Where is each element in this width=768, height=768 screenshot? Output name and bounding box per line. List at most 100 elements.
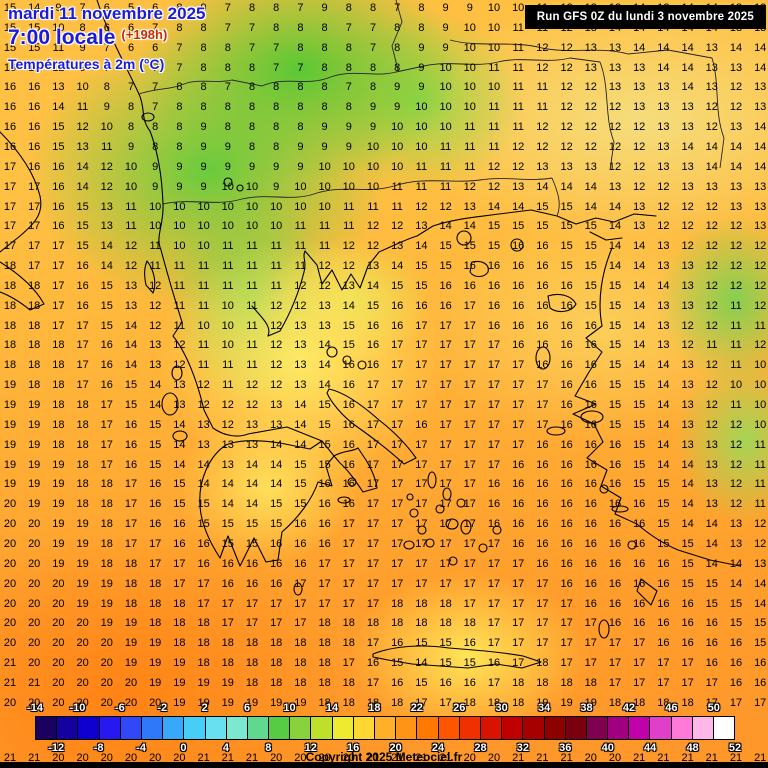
temp-value: 15 [100,279,113,292]
temp-value: 12 [100,180,113,193]
temp-value: 16 [3,140,17,153]
temp-value: 13 [366,260,380,273]
scale-cell [141,717,164,739]
temp-value: 13 [512,180,525,193]
temp-value: 18 [342,637,355,650]
temp-value: 15 [173,478,186,491]
scale-cell [502,717,524,739]
temp-value: 10 [197,200,210,213]
temp-value: 9 [369,101,377,114]
temp-value: 8 [273,140,280,153]
temp-value: 12 [729,478,743,491]
temp-value: 21 [28,676,41,689]
temp-value: 16 [221,557,234,570]
sporades-island [326,346,338,358]
temp-value: 12 [608,121,622,134]
temp-value: 11 [439,180,452,193]
temp-value: 14 [245,478,259,491]
temp-value: 12 [754,299,767,312]
temp-value: 14 [100,260,113,273]
temp-value: 18 [560,676,573,689]
temp-value: 17 [487,577,501,590]
temp-value: 15 [608,418,622,431]
temp-value: 12 [342,260,355,273]
temp-value: 14 [512,200,525,213]
temp-value: 16 [633,557,646,570]
temp-value: 9 [176,180,183,193]
temp-value: 18 [342,696,355,709]
temp-value: 14 [657,438,670,451]
temp-value: 11 [343,220,355,233]
temp-value: 16 [560,299,573,312]
temp-value: 14 [76,180,89,193]
temp-value: 14 [705,140,718,153]
temp-value: 16 [366,339,380,352]
temp-value: 14 [560,180,573,193]
temp-value: 11 [149,240,161,253]
temp-value: 15 [415,637,428,650]
scale-cell [608,717,630,739]
temp-value: 17 [342,577,355,590]
temp-value: 13 [729,61,743,74]
temp-value: 18 [3,260,17,273]
temp-value: 14 [439,220,452,233]
temp-value: 17 [633,637,646,650]
temp-value: 16 [76,260,89,273]
temp-value: 14 [657,359,670,372]
temp-value: 12 [657,180,670,193]
temp-value: 11 [101,140,113,153]
dardanelles-strait [589,231,623,241]
temp-value: 11 [730,319,742,332]
temp-value: 9 [321,140,328,153]
temp-value: 12 [512,140,525,153]
temp-value: 17 [173,557,186,570]
temp-value: 19 [560,696,573,709]
temp-value: 17 [463,518,476,531]
temp-value: 15 [124,399,138,411]
temp-value: 11 [197,279,210,292]
temp-value: 20 [28,617,41,630]
temp-value: 18 [3,319,17,332]
temp-value: 12 [76,121,89,134]
temp-value: 11 [391,200,403,213]
temp-value: 12 [754,339,767,352]
map-header: mardi 11 novembre 2025 7:00 locale (+198h… [8,4,206,72]
temp-value: 14 [633,359,646,372]
temp-value: 14 [681,518,694,531]
temp-value: 18 [52,438,65,451]
temp-value: 12 [270,299,283,312]
temp-value: 16 [415,299,428,312]
temp-value: 9 [442,41,449,54]
temp-value: 8 [297,101,304,114]
crete-island [372,645,542,669]
scale-cell [671,717,693,739]
temp-value: 17 [366,518,380,531]
temp-value: 9 [418,41,425,54]
temp-value: 9 [466,2,473,14]
temp-value: 18 [270,676,283,689]
temp-value: 16 [754,657,767,670]
temp-value: 15 [391,279,404,292]
temp-value: 11 [294,240,307,253]
temp-value: 7 [152,21,159,34]
temp-value: 11 [246,240,258,253]
temp-value: 14 [633,339,646,352]
temp-value: 19 [536,696,549,709]
temp-value: 16 [536,260,549,273]
temp-value: 12 [705,200,718,213]
temp-value: 17 [487,617,501,630]
temp-value: 14 [415,240,428,253]
scale-label: 0 [180,742,187,754]
temp-value: 12 [705,101,718,114]
temp-value: 13 [705,41,718,54]
temp-value: 17 [560,597,573,610]
temp-value: 16 [149,498,162,511]
temp-value: 17 [76,319,89,332]
temp-value: 17 [52,299,65,312]
temp-value: 11 [391,180,403,193]
temp-value: 14 [124,339,138,352]
map-time: 7:00 locale [8,26,116,49]
temp-value: 13 [149,359,162,372]
samothrace-island [510,238,524,252]
